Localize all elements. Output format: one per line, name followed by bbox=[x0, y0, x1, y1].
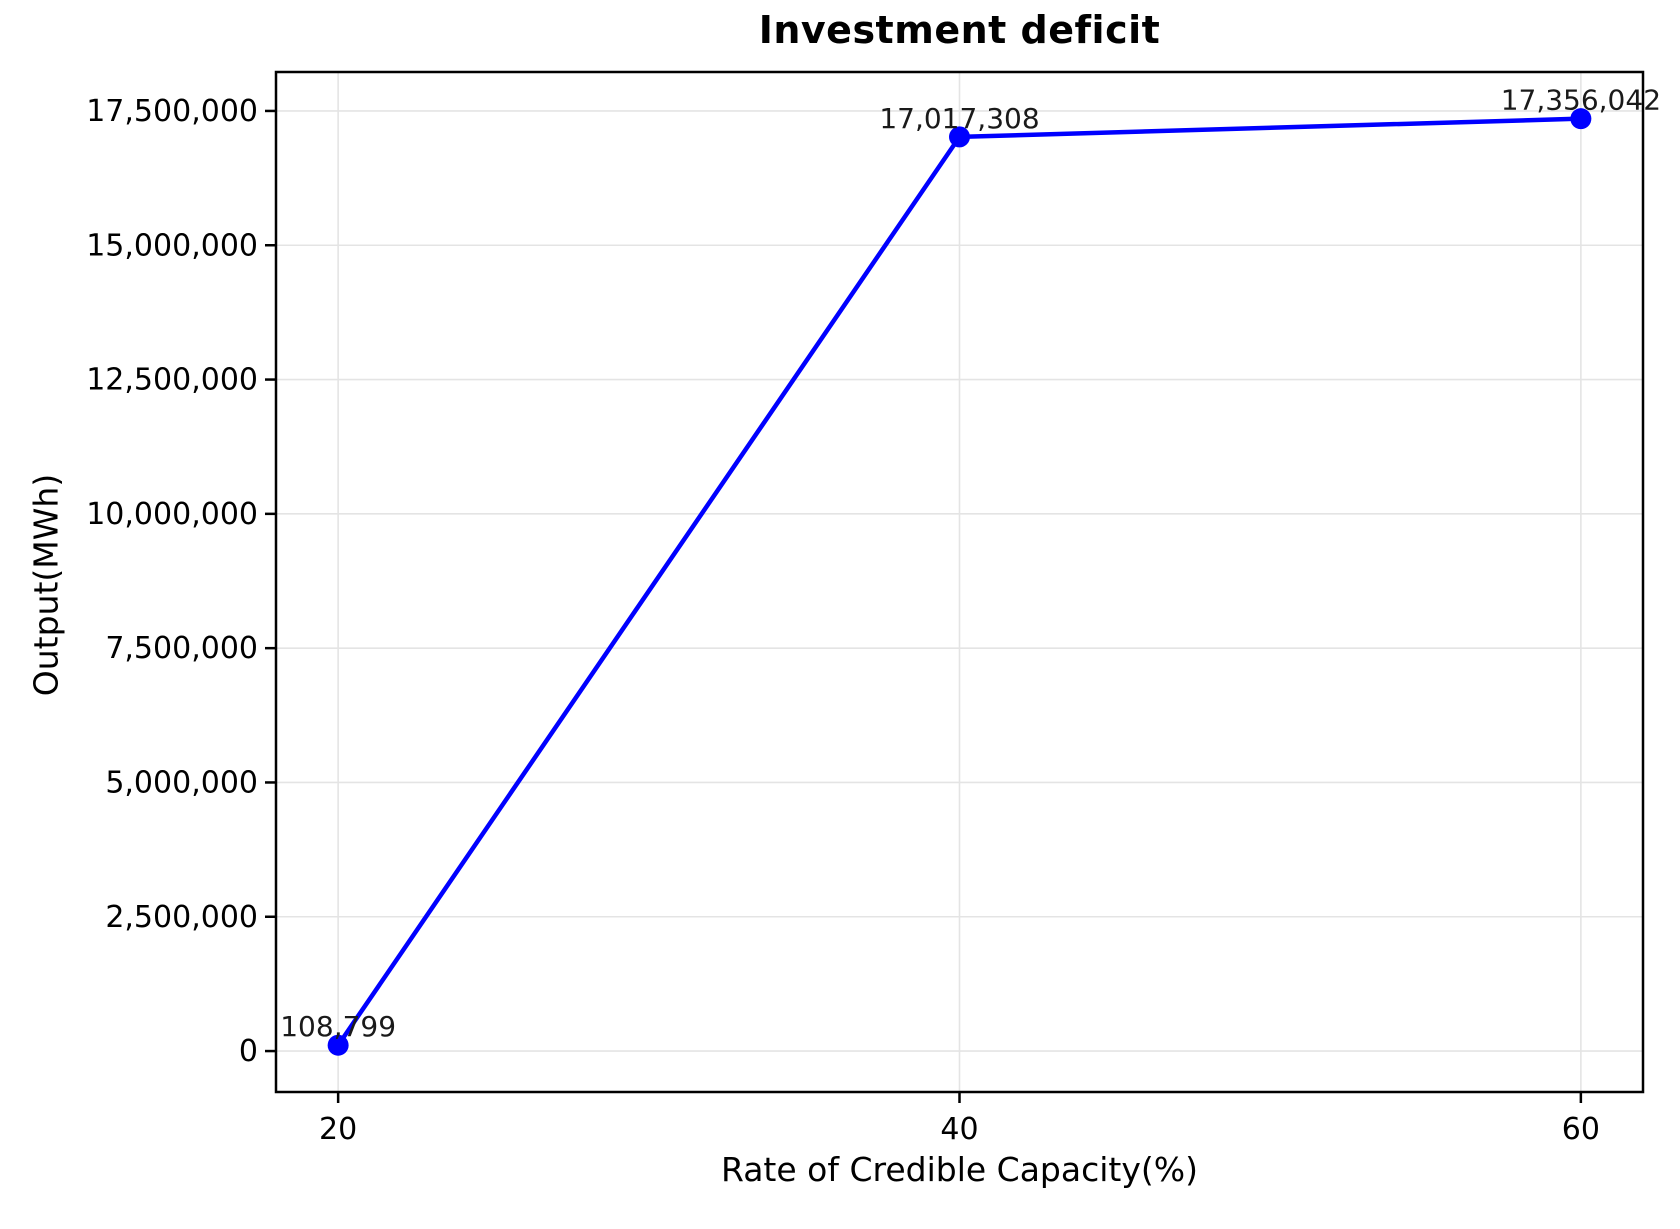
x-tick-label: 60 bbox=[1562, 1112, 1600, 1147]
y-tick-label: 10,000,000 bbox=[86, 497, 258, 532]
x-tick-label: 40 bbox=[940, 1112, 978, 1147]
data-point bbox=[949, 126, 970, 148]
x-axis-label: Rate of Credible Capacity(%) bbox=[721, 1150, 1198, 1189]
y-tick-label: 17,500,000 bbox=[86, 94, 258, 129]
chart-title: Investment deficit bbox=[758, 8, 1161, 52]
y-tick-label: 2,500,000 bbox=[105, 900, 258, 935]
y-tick-label: 15,000,000 bbox=[86, 228, 258, 263]
y-tick-label: 12,500,000 bbox=[86, 363, 258, 398]
data-point-label: 17,017,308 bbox=[879, 102, 1039, 135]
data-point-label: 17,356,042 bbox=[1501, 84, 1661, 117]
y-tick-label: 5,000,000 bbox=[105, 765, 258, 800]
data-point-label: 108,799 bbox=[280, 1010, 396, 1043]
x-tick-label: 20 bbox=[319, 1112, 357, 1147]
y-tick-label: 7,500,000 bbox=[105, 631, 258, 666]
data-point bbox=[1570, 108, 1592, 130]
data-point bbox=[327, 1034, 349, 1056]
y-tick-label: 0 bbox=[239, 1034, 258, 1069]
